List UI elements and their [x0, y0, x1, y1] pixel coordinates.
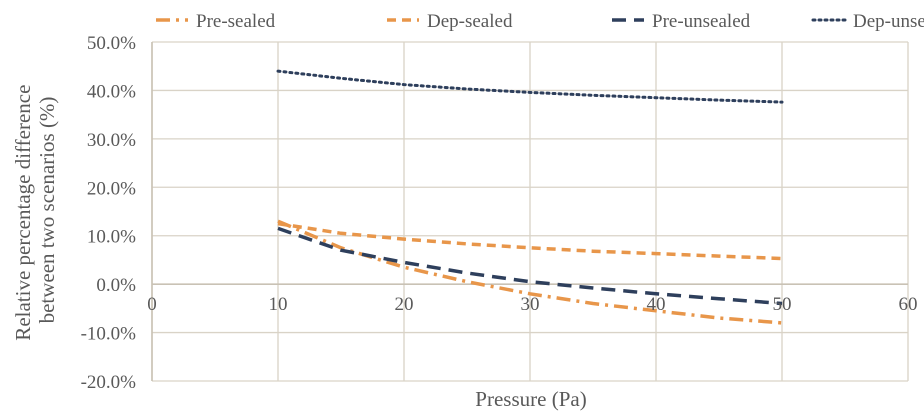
series-line-dep-unsealed [276, 69, 784, 104]
x-axis-title: Pressure (Pa) [475, 387, 586, 411]
y-tick-label: 10.0% [87, 227, 136, 248]
y-axis-title: Relative percentage difference between t… [11, 79, 59, 340]
y-axis-title-line-2: between two scenarios (%) [35, 97, 59, 324]
y-tick-label: 20.0% [87, 178, 136, 199]
legend-label: Pre-sealed [196, 11, 276, 32]
series-lines [276, 69, 784, 325]
x-tick-label: 60 [899, 294, 918, 315]
x-tick-label: 30 [521, 294, 540, 315]
y-tick-label: 40.0% [87, 81, 136, 102]
series-line-pre-unsealed [277, 226, 783, 306]
legend-label: Dep-unsealed [853, 11, 924, 32]
x-tick-label: 50 [773, 294, 792, 315]
x-tick-labels: 0 10 20 30 40 50 60 [147, 294, 917, 315]
y-tick-labels: -20.0% -10.0% 0.0% 10.0% 20.0% 30.0% 40.0% 50.0… [81, 33, 137, 393]
y-tick-label: 50.0% [87, 33, 136, 54]
y-tick-label: -20.0% [81, 372, 137, 393]
y-tick-label: 30.0% [87, 130, 136, 151]
y-tick-label: 0.0% [96, 275, 136, 296]
y-axis-title-line-1: Relative percentage difference [11, 85, 35, 341]
legend-label: Dep-sealed [427, 11, 513, 32]
series-line-dep-sealed [277, 221, 783, 261]
legend: Pre-sealed Dep-sealed Pre-unsealed Dep-unse… [156, 11, 924, 32]
x-tick-label: 0 [147, 294, 157, 315]
x-tick-label: 10 [269, 294, 288, 315]
axes [151, 42, 908, 381]
x-tick-label: 20 [395, 294, 414, 315]
x-tick-label: 40 [647, 294, 666, 315]
legend-label: Pre-unsealed [652, 11, 751, 32]
y-tick-label: -10.0% [81, 324, 137, 345]
